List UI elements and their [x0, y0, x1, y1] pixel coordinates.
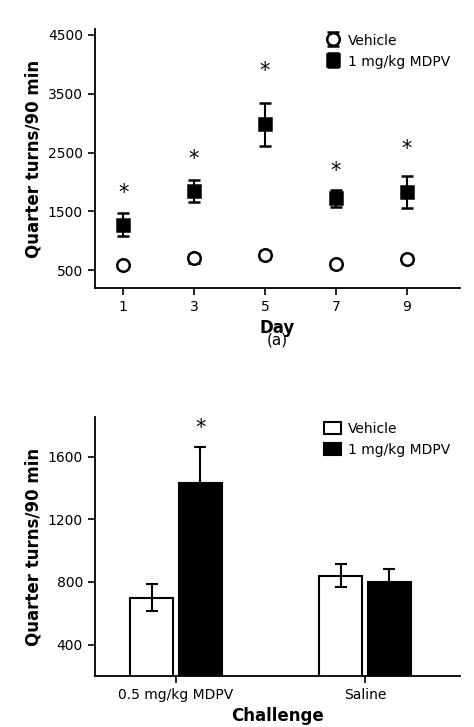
Text: *: * [195, 418, 205, 438]
Bar [319, 576, 363, 707]
Text: (a): (a) [267, 333, 288, 348]
Text: *: * [189, 149, 199, 169]
Text: *: * [401, 139, 412, 159]
X-axis label: Challenge: Challenge [231, 707, 324, 726]
Text: *: * [260, 61, 270, 81]
Legend: Vehicle, 1 mg/kg MDPV: Vehicle, 1 mg/kg MDPV [321, 31, 453, 71]
Text: *: * [330, 161, 341, 181]
Y-axis label: Quarter turns/90 min: Quarter turns/90 min [24, 60, 42, 257]
Y-axis label: Quarter turns/90 min: Quarter turns/90 min [24, 448, 42, 646]
Text: *: * [118, 183, 128, 203]
Bar [179, 483, 222, 707]
X-axis label: Day: Day [260, 319, 295, 337]
Bar [368, 582, 411, 707]
Bar [130, 598, 173, 707]
Legend: Vehicle, 1 mg/kg MDPV: Vehicle, 1 mg/kg MDPV [321, 419, 453, 459]
